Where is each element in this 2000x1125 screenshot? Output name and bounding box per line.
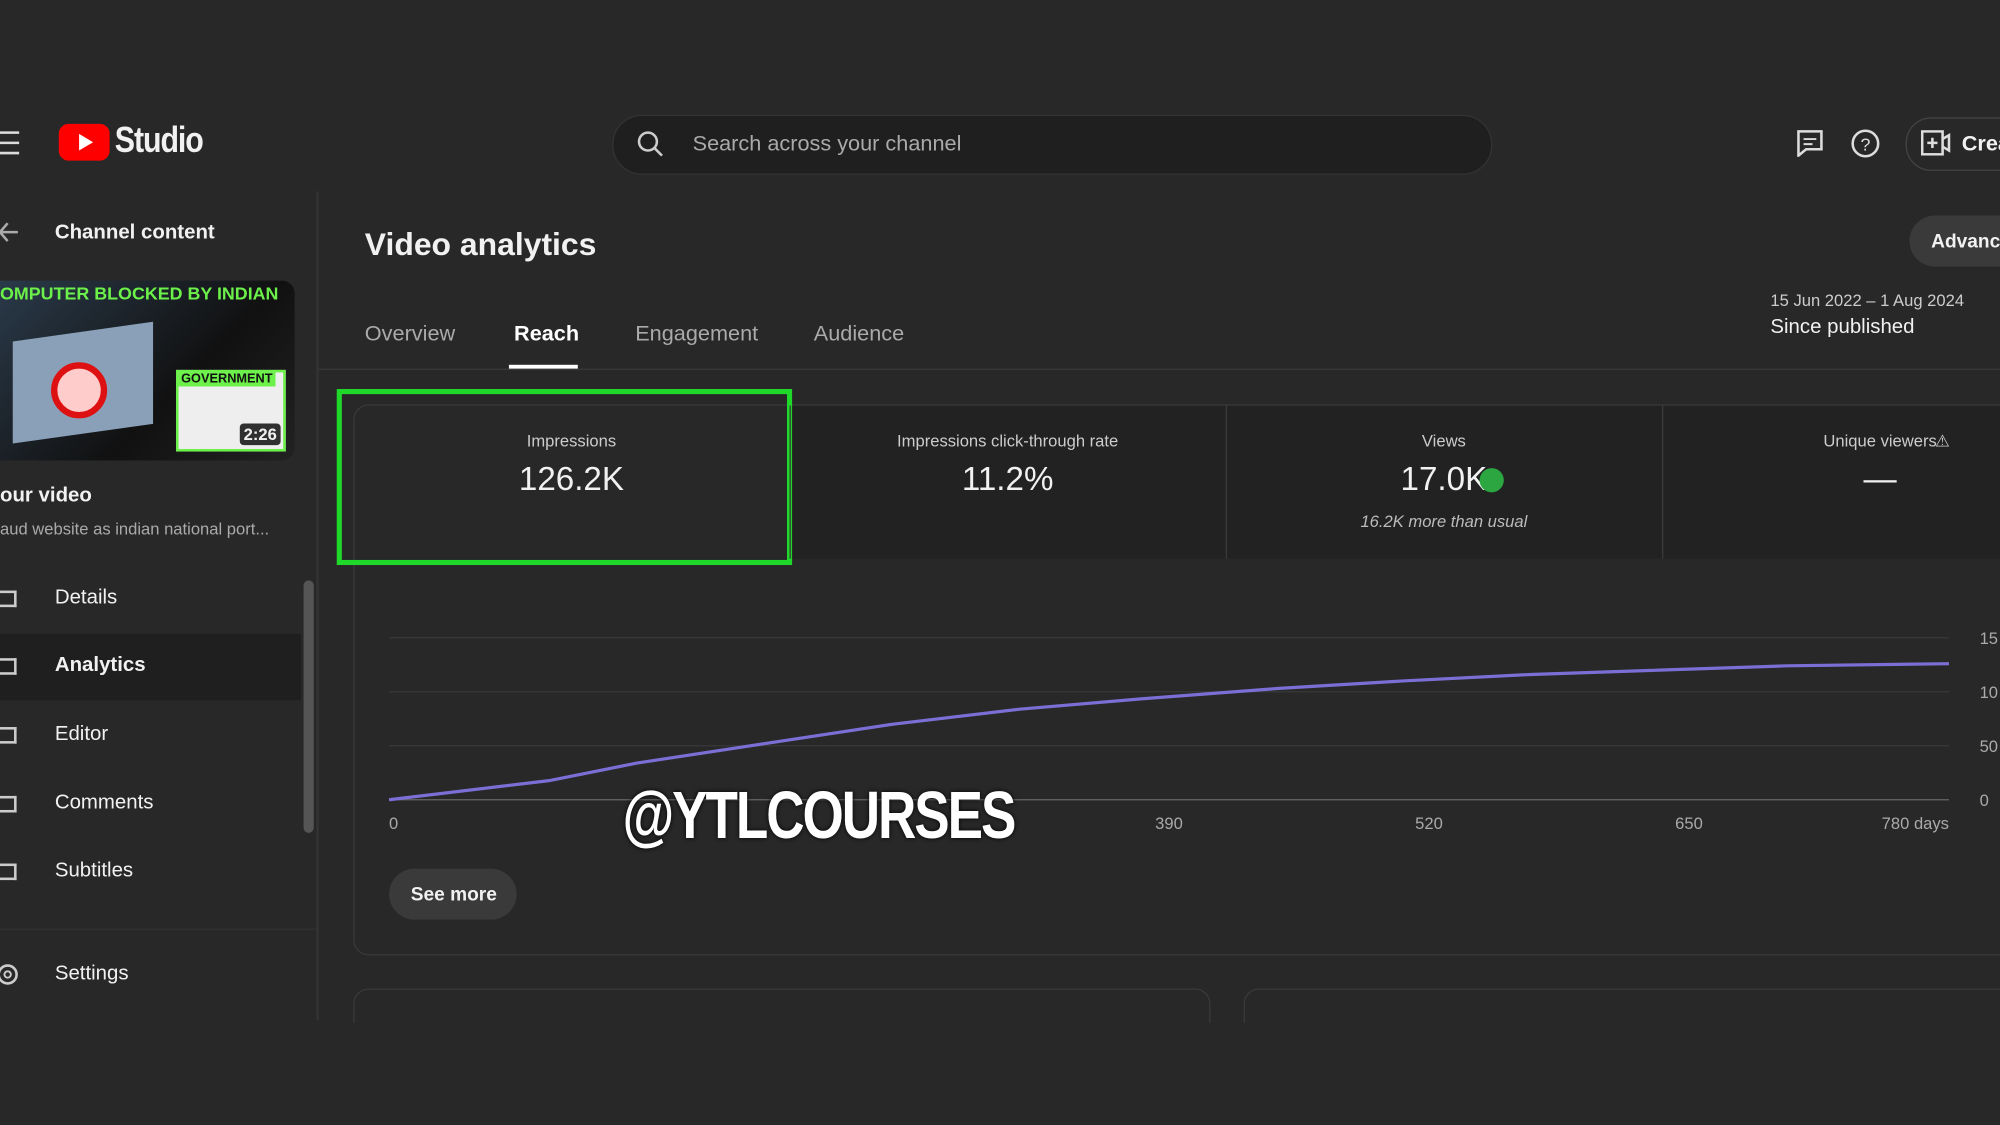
nav-item[interactable]: Details	[54, 586, 118, 609]
metric-value: 17.0K	[1400, 459, 1488, 498]
search-placeholder: Search across your channel	[692, 131, 962, 156]
search-icon[interactable]	[635, 129, 666, 160]
metric-label: Unique viewers	[1823, 431, 1937, 451]
metric-note: 16.2K more than usual	[1360, 511, 1528, 531]
metric-value: —	[1863, 459, 1897, 498]
menu-icon[interactable]	[0, 128, 26, 159]
settings-icon[interactable]	[0, 962, 20, 988]
page-title: Video analytics	[364, 227, 597, 263]
nav-icon[interactable]	[0, 658, 17, 675]
thumbnail-badge: GOVERNMENT	[178, 372, 276, 387]
nav-icon[interactable]	[0, 863, 17, 881]
advanced-label: Advanc	[1931, 230, 2000, 253]
nav-item[interactable]: Analytics	[54, 654, 146, 677]
y-tick-label: 0	[1980, 791, 1989, 810]
thumbnail-caption: OMPUTER BLOCKED BY INDIAN	[0, 283, 279, 304]
watermark: @YTLCOURSES	[622, 779, 1016, 854]
create-icon	[1920, 130, 1951, 156]
tab[interactable]: Audience	[813, 321, 905, 346]
logo-text: Studio	[114, 119, 204, 160]
metric-label: Impressions	[526, 431, 617, 451]
nav-item[interactable]: Editor	[54, 723, 109, 745]
youtube-logo[interactable]	[58, 123, 110, 161]
scrollbar	[303, 580, 314, 833]
metric-divider	[1661, 405, 1664, 559]
date-range: 15 Jun 2022 – 1 Aug 2024	[1770, 290, 1965, 310]
tabs-divider	[318, 368, 2000, 370]
nav-active-bg	[0, 633, 302, 701]
metric-bg	[1663, 405, 2000, 559]
metric-value: 126.2K	[518, 459, 624, 498]
y-tick-label: 10	[1980, 683, 1998, 702]
nav-divider	[0, 928, 317, 930]
x-tick-label: 650	[1675, 814, 1703, 833]
tab[interactable]: Overview	[364, 321, 456, 346]
reach-card	[353, 404, 2000, 956]
metric-label: Impressions click-through rate	[897, 431, 1119, 451]
x-tick-label: 390	[1155, 814, 1183, 833]
trend-up-icon	[1479, 468, 1504, 493]
y-tick-label: 50	[1980, 737, 1998, 756]
see-more-label: See more	[410, 883, 497, 906]
period[interactable]: Since published	[1770, 316, 1915, 339]
metric-label: Views	[1421, 431, 1466, 451]
y-tick-label: 15	[1980, 629, 1998, 648]
advanced-button[interactable]	[1909, 215, 2000, 267]
back-icon[interactable]	[0, 221, 20, 244]
duration: 2:26	[239, 423, 281, 446]
nav-icon[interactable]	[0, 795, 17, 813]
create-label: Crea	[1961, 131, 2000, 156]
metric-divider	[1225, 405, 1228, 559]
nav-icon[interactable]	[0, 727, 17, 744]
video-title: our video	[0, 484, 92, 507]
bottom-bar	[0, 1022, 2000, 1125]
video-thumbnail[interactable]: OMPUTER BLOCKED BY INDIAN GOVERNMENT 2:2…	[0, 280, 295, 461]
settings-label[interactable]: Settings	[54, 963, 129, 985]
metric-divider	[789, 405, 791, 559]
back-label[interactable]: Channel content	[54, 221, 215, 244]
see-more-button[interactable]	[389, 868, 517, 920]
help-icon[interactable]: ?	[1849, 128, 1881, 160]
warning-icon: ⚠	[1934, 431, 1950, 451]
tab[interactable]: Reach	[514, 321, 580, 346]
feedback-icon[interactable]	[1796, 129, 1824, 157]
search-box[interactable]	[612, 114, 1493, 175]
nav-icon[interactable]	[0, 590, 17, 608]
create-button[interactable]	[1905, 117, 2000, 171]
metric-bg	[790, 405, 1226, 559]
metric-bg	[1227, 405, 1662, 559]
x-tick-label: 520	[1415, 814, 1443, 833]
nav-item[interactable]: Subtitles	[54, 859, 134, 882]
sidebar-divider	[316, 191, 319, 1021]
x-tick-label: 0	[389, 814, 398, 833]
tab-underline	[508, 364, 578, 369]
video-description: aud website as indian national port...	[0, 519, 270, 539]
impressions-line	[388, 662, 1950, 802]
metric-value: 11.2%	[961, 459, 1054, 498]
tab[interactable]: Engagement	[635, 321, 759, 346]
svg-text:?: ?	[1860, 135, 1870, 155]
ban-sign	[51, 362, 108, 419]
nav-item[interactable]: Comments	[54, 792, 154, 814]
x-tick-label: 780 days	[1882, 814, 1949, 833]
